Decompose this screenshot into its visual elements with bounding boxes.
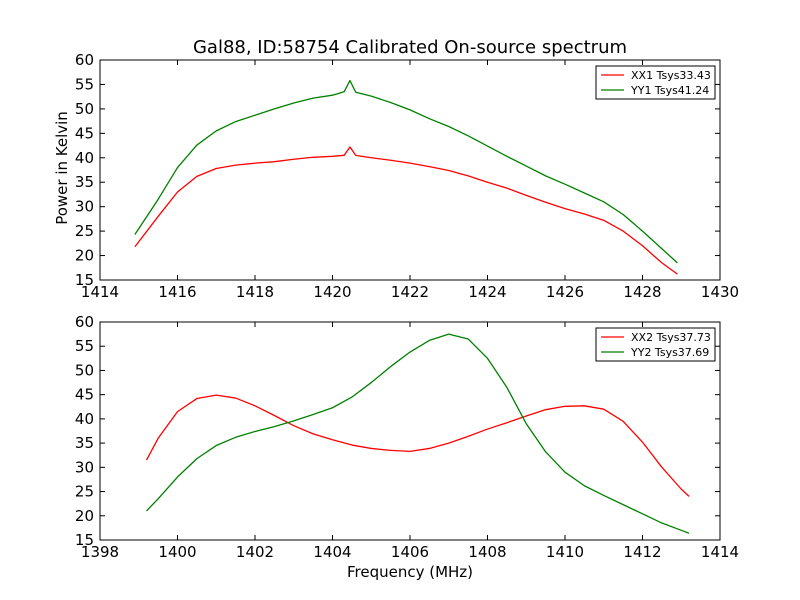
x-axis-label: Frequency (MHz): [347, 563, 473, 581]
y-tick-label: 25: [75, 222, 94, 240]
y-tick-label: 20: [75, 507, 94, 525]
y-tick-label: 15: [75, 531, 94, 549]
y-tick-label: 35: [75, 434, 94, 452]
series-line-xx2: [145, 394, 690, 497]
x-tick-label: 1404: [313, 543, 351, 561]
x-tick-label: 1414: [81, 283, 119, 301]
x-tick-label: 1418: [236, 283, 274, 301]
y-tick-label: 45: [75, 386, 94, 404]
x-tick-label: 1426: [546, 283, 584, 301]
y-tick-label: 30: [75, 198, 94, 216]
x-tick-label: 1430: [701, 283, 739, 301]
x-tick-label: 1398: [81, 543, 119, 561]
legend-box: [595, 327, 716, 362]
y-tick-label: 60: [75, 51, 94, 69]
y-tick-label: 40: [75, 149, 94, 167]
x-tick-label: 1420: [313, 283, 351, 301]
legend: XX1 Tsys33.43 YY1 Tsys41.24: [595, 65, 716, 100]
x-tick-label: 1412: [623, 543, 661, 561]
x-tick-label: 1410: [546, 543, 584, 561]
series-line-yy1: [134, 79, 678, 264]
legend-entry: YY1 Tsys41.24: [630, 84, 709, 97]
bottom-plot-area: 1398 1400 1402 1404 1406 1408 1410 1412 1414 15 20…: [75, 313, 739, 561]
y-tick-label: 60: [75, 313, 94, 331]
x-tick-label: 1422: [391, 283, 429, 301]
x-tick-label: 1406: [391, 543, 429, 561]
x-tick-label: 1408: [468, 543, 506, 561]
y-tick-label: 50: [75, 100, 94, 118]
y-tick-label: 25: [75, 483, 94, 501]
y-tick-label: 35: [75, 173, 94, 191]
x-tick-label: 1414: [701, 543, 739, 561]
x-tick-label: 1402: [236, 543, 274, 561]
x-tick-label: 1428: [623, 283, 661, 301]
y-tick-label: 40: [75, 410, 94, 428]
y-tick-label: 55: [75, 75, 94, 93]
x-tick-label: 1424: [468, 283, 506, 301]
legend-entry: XX2 Tsys37.73: [631, 331, 711, 344]
y-axis-label: Power in Kelvin: [53, 111, 71, 225]
y-tick-label: 15: [75, 271, 94, 289]
legend-entry: YY2 Tsys37.69: [630, 346, 709, 359]
top-plot-area: 1414 1416 1418 1420 1422 1424 1426 1428 1430 15 20…: [75, 51, 739, 301]
legend: XX2 Tsys37.73 YY2 Tsys37.69: [595, 327, 716, 362]
legend-entry: XX1 Tsys33.43: [631, 69, 711, 82]
legend-box: [595, 65, 716, 100]
series-line-yy2: [146, 333, 690, 534]
y-tick-label: 20: [75, 247, 94, 265]
y-tick-label: 45: [75, 124, 94, 142]
y-tick-label: 50: [75, 361, 94, 379]
x-tick-label: 1400: [158, 543, 196, 561]
x-tick-label: 1416: [158, 283, 196, 301]
series-line-xx1: [134, 146, 678, 275]
y-tick-label: 30: [75, 458, 94, 476]
chart-title: Gal88, ID:58754 Calibrated On-source spe…: [193, 37, 627, 58]
y-tick-label: 55: [75, 337, 94, 355]
